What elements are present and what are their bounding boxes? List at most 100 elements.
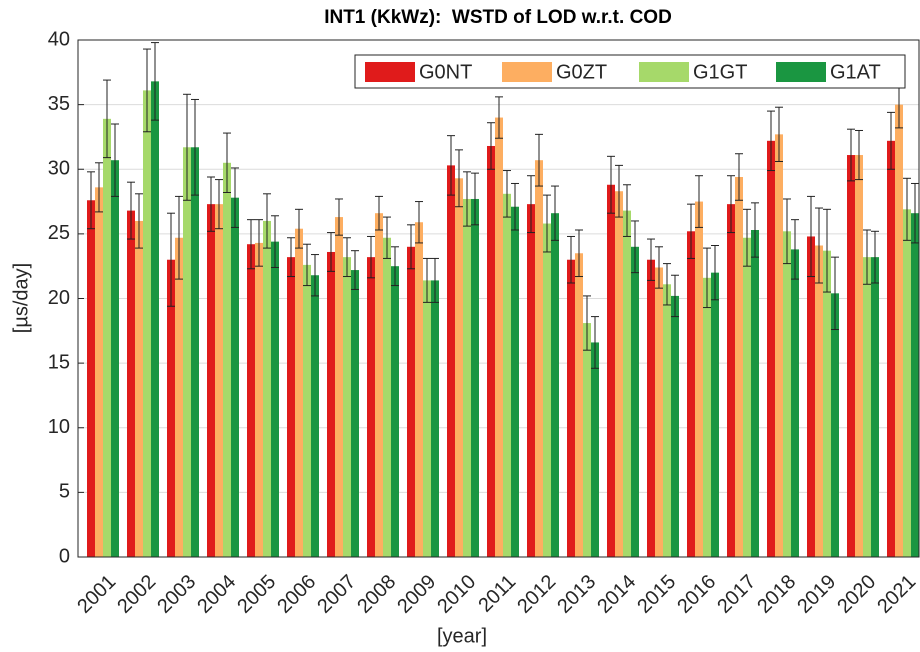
bar — [383, 237, 391, 557]
bar — [647, 259, 655, 557]
bar — [215, 204, 223, 557]
y-tick-label: 5 — [59, 481, 70, 503]
error-bar — [591, 316, 599, 369]
bar — [143, 90, 151, 557]
legend-swatch — [365, 62, 415, 82]
legend-label: G1GT — [693, 61, 747, 83]
y-tick-label: 15 — [48, 351, 70, 373]
bar — [527, 204, 535, 557]
x-tick-label: 2018 — [753, 571, 800, 618]
error-bar — [351, 250, 359, 290]
x-tick-label: 2021 — [873, 571, 920, 618]
bar — [263, 220, 271, 557]
x-tick-label: 2004 — [193, 571, 240, 618]
bar — [495, 117, 503, 558]
error-bar — [567, 235, 575, 284]
bar — [447, 165, 455, 557]
bar — [847, 155, 855, 557]
x-tick-label: 2015 — [633, 571, 680, 618]
bar — [335, 217, 343, 557]
bar — [543, 223, 551, 557]
bar — [727, 204, 735, 557]
error-bar — [383, 216, 391, 259]
x-tick-label: 2011 — [474, 571, 520, 617]
bar — [415, 222, 423, 557]
error-bar — [575, 229, 583, 278]
error-bar — [903, 177, 911, 241]
bar — [127, 210, 135, 558]
error-bar — [623, 184, 631, 237]
plot-frame — [77, 39, 920, 558]
bar — [671, 295, 679, 557]
error-bar — [527, 175, 535, 234]
bar — [471, 198, 479, 558]
bar — [503, 193, 511, 557]
y-tick-label: 10 — [48, 416, 70, 438]
error-bar — [223, 132, 231, 194]
error-bar — [543, 194, 551, 253]
error-bar — [471, 172, 479, 226]
error-bar — [327, 232, 335, 272]
error-bar — [671, 274, 679, 318]
error-bar — [391, 246, 399, 287]
bar — [511, 206, 519, 558]
bar — [703, 277, 711, 557]
bar — [871, 257, 879, 557]
error-bar — [263, 193, 271, 249]
bar — [247, 244, 255, 557]
bar — [271, 241, 279, 557]
error-bar — [631, 220, 639, 274]
bar — [791, 249, 799, 557]
error-bar — [775, 106, 783, 162]
error-bar — [735, 153, 743, 201]
y-tick-label: 40 — [48, 28, 70, 50]
error-bar — [823, 208, 831, 293]
bar — [295, 228, 303, 557]
bar — [135, 220, 143, 557]
bar — [895, 104, 903, 557]
error-bar — [831, 256, 839, 331]
error-bar — [583, 295, 591, 351]
bar — [375, 213, 383, 557]
x-tick-label: 2007 — [313, 571, 360, 618]
bar — [823, 250, 831, 558]
legend-box — [354, 54, 906, 89]
bar — [151, 81, 159, 558]
bar — [223, 162, 231, 557]
error-bar — [503, 170, 511, 218]
error-bar — [871, 230, 879, 284]
error-bar — [551, 185, 559, 241]
error-bar — [207, 176, 215, 232]
error-bar — [231, 167, 239, 228]
bar — [167, 259, 175, 557]
error-bar — [271, 215, 279, 268]
error-bar — [711, 245, 719, 301]
bar — [887, 140, 895, 557]
y-tick-label: 0 — [59, 545, 70, 567]
bar — [735, 177, 743, 557]
bar — [575, 253, 583, 557]
error-bar — [367, 235, 375, 279]
bar — [551, 213, 559, 557]
bar — [783, 231, 791, 558]
bar — [751, 229, 759, 557]
bar — [655, 267, 663, 557]
bar — [815, 245, 823, 557]
error-bar — [127, 181, 135, 240]
error-bar — [143, 48, 151, 133]
error-bar — [791, 219, 799, 280]
error-bar — [911, 182, 919, 244]
error-bar — [855, 129, 863, 181]
x-tick-label: 2020 — [833, 571, 880, 618]
bar — [351, 270, 359, 557]
bar — [487, 145, 495, 558]
legend-label: G1AT — [830, 61, 881, 83]
bar — [911, 213, 919, 557]
y-tick-label: 25 — [48, 222, 70, 244]
bar — [391, 266, 399, 557]
bar — [311, 275, 319, 557]
legend-swatch — [502, 62, 552, 82]
error-bar — [215, 179, 223, 230]
x-tick-label: 2019 — [793, 571, 840, 618]
bar — [591, 342, 599, 557]
